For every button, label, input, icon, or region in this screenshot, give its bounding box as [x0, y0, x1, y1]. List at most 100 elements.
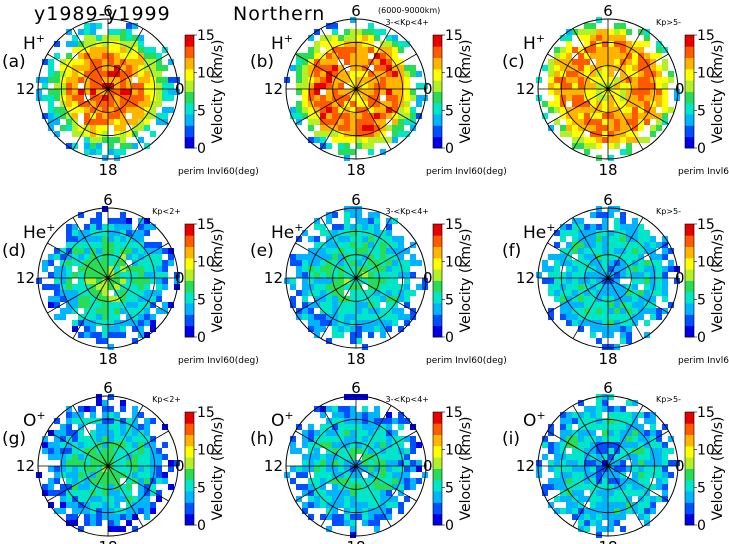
- heatmap-cell: [314, 260, 320, 266]
- heatmap-cell: [344, 520, 350, 526]
- heatmap-cell: [296, 272, 302, 278]
- heatmap-cell: [78, 406, 84, 412]
- heatmap-cell: [560, 436, 566, 442]
- heatmap-cell: [356, 266, 362, 272]
- heatmap-cell: [120, 218, 126, 224]
- colorbar-segment: [685, 502, 694, 515]
- heatmap-cell: [608, 508, 614, 514]
- colorbar-segment: [185, 91, 194, 104]
- heatmap-cell: [542, 278, 548, 284]
- heatmap-cell: [338, 436, 344, 442]
- heatmap-cell: [150, 53, 156, 59]
- heatmap-cell: [150, 436, 156, 442]
- heatmap-cell: [578, 83, 584, 89]
- grid-spoke: [47, 88, 109, 125]
- heatmap-cell: [326, 278, 332, 284]
- heatmap-cell: [78, 77, 84, 83]
- heatmap-cell: [380, 460, 386, 466]
- heatmap-cell: [356, 320, 362, 326]
- heatmap-cell: [332, 119, 338, 125]
- heatmap-cell: [632, 296, 638, 302]
- heatmap-cell: [114, 83, 120, 89]
- heatmap-cell: [380, 508, 386, 514]
- heatmap-cell: [320, 454, 326, 460]
- heatmap-cell: [584, 520, 590, 526]
- heatmap-cell: [362, 224, 368, 230]
- heatmap-cell: [638, 230, 644, 236]
- heatmap-cell: [332, 320, 338, 326]
- heatmap-cell: [398, 260, 404, 266]
- heatmap-cell: [644, 119, 650, 125]
- heatmap-cell: [644, 430, 650, 436]
- heatmap-cell: [290, 478, 296, 484]
- clock-label-12: 12: [516, 457, 535, 475]
- heatmap-cell: [114, 224, 120, 230]
- heatmap-cell: [638, 296, 644, 302]
- heatmap-cell: [144, 332, 150, 338]
- heatmap-cell: [84, 460, 90, 466]
- heatmap-cell: [632, 460, 638, 466]
- heatmap-cell: [602, 131, 608, 137]
- colorbar-tick-label: 10: [445, 255, 463, 271]
- heatmap-cell: [590, 260, 596, 266]
- heatmap-cell: [572, 508, 578, 514]
- colorbar-segment: [685, 91, 694, 104]
- heatmap-cell: [126, 478, 132, 484]
- heatmap-cell: [332, 314, 338, 320]
- heatmap-cell: [296, 314, 302, 320]
- heatmap-cell: [362, 460, 368, 466]
- heatmap-cell: [96, 272, 102, 278]
- heatmap-cell: [302, 442, 308, 448]
- heatmap-cell: [54, 454, 60, 460]
- heatmap-cell: [602, 490, 608, 496]
- heatmap-cell: [356, 89, 362, 95]
- heatmap-cell: [138, 260, 144, 266]
- heatmap-cell: [416, 284, 422, 290]
- heatmap-cell: [326, 107, 332, 113]
- heatmap-cell: [578, 502, 584, 508]
- heatmap-cell: [96, 496, 102, 502]
- heatmap-cell: [156, 278, 162, 284]
- heatmap-cell: [398, 71, 404, 77]
- heatmap-cell: [596, 490, 602, 496]
- heatmap-cell: [596, 472, 602, 478]
- heatmap-cell: [392, 95, 398, 101]
- heatmap-cell: [662, 490, 668, 496]
- heatmap-cell: [78, 302, 84, 308]
- heatmap-cell: [356, 308, 362, 314]
- heatmap-cell: [596, 224, 602, 230]
- heatmap-cell: [308, 466, 314, 472]
- heatmap-cell: [320, 272, 326, 278]
- heatmap-cell: [350, 514, 356, 520]
- heatmap-cell: [72, 35, 78, 41]
- heatmap-cell: [60, 95, 66, 101]
- panel-label: (c): [502, 52, 525, 72]
- heatmap-cell: [650, 296, 656, 302]
- heatmap-cell: [314, 101, 320, 107]
- heatmap-cell: [150, 260, 156, 266]
- colorbar-segment: [433, 125, 442, 138]
- heatmap-cell: [332, 454, 338, 460]
- heatmap-cell: [602, 212, 608, 218]
- heatmap-cell: [102, 314, 108, 320]
- heatmap-cell: [338, 137, 344, 143]
- heatmap-cell: [332, 412, 338, 418]
- heatmap-cell: [656, 460, 662, 466]
- heatmap-cell: [350, 394, 356, 400]
- heatmap-cell: [596, 119, 602, 125]
- heatmap-cell: [314, 107, 320, 113]
- heatmap-cell: [102, 442, 108, 448]
- heatmap-cell: [138, 296, 144, 302]
- heatmap-cell: [632, 284, 638, 290]
- heatmap-cell: [584, 260, 590, 266]
- heatmap-cell: [578, 290, 584, 296]
- heatmap-cell: [326, 508, 332, 514]
- heatmap-cell: [344, 490, 350, 496]
- heatmap-cell: [668, 436, 674, 442]
- heatmap-cell: [560, 424, 566, 430]
- heatmap-cell: [362, 230, 368, 236]
- heatmap-cell: [72, 248, 78, 254]
- heatmap-cell: [120, 302, 126, 308]
- colorbar-tick-label: 10: [445, 443, 463, 459]
- heatmap-cell: [602, 113, 608, 119]
